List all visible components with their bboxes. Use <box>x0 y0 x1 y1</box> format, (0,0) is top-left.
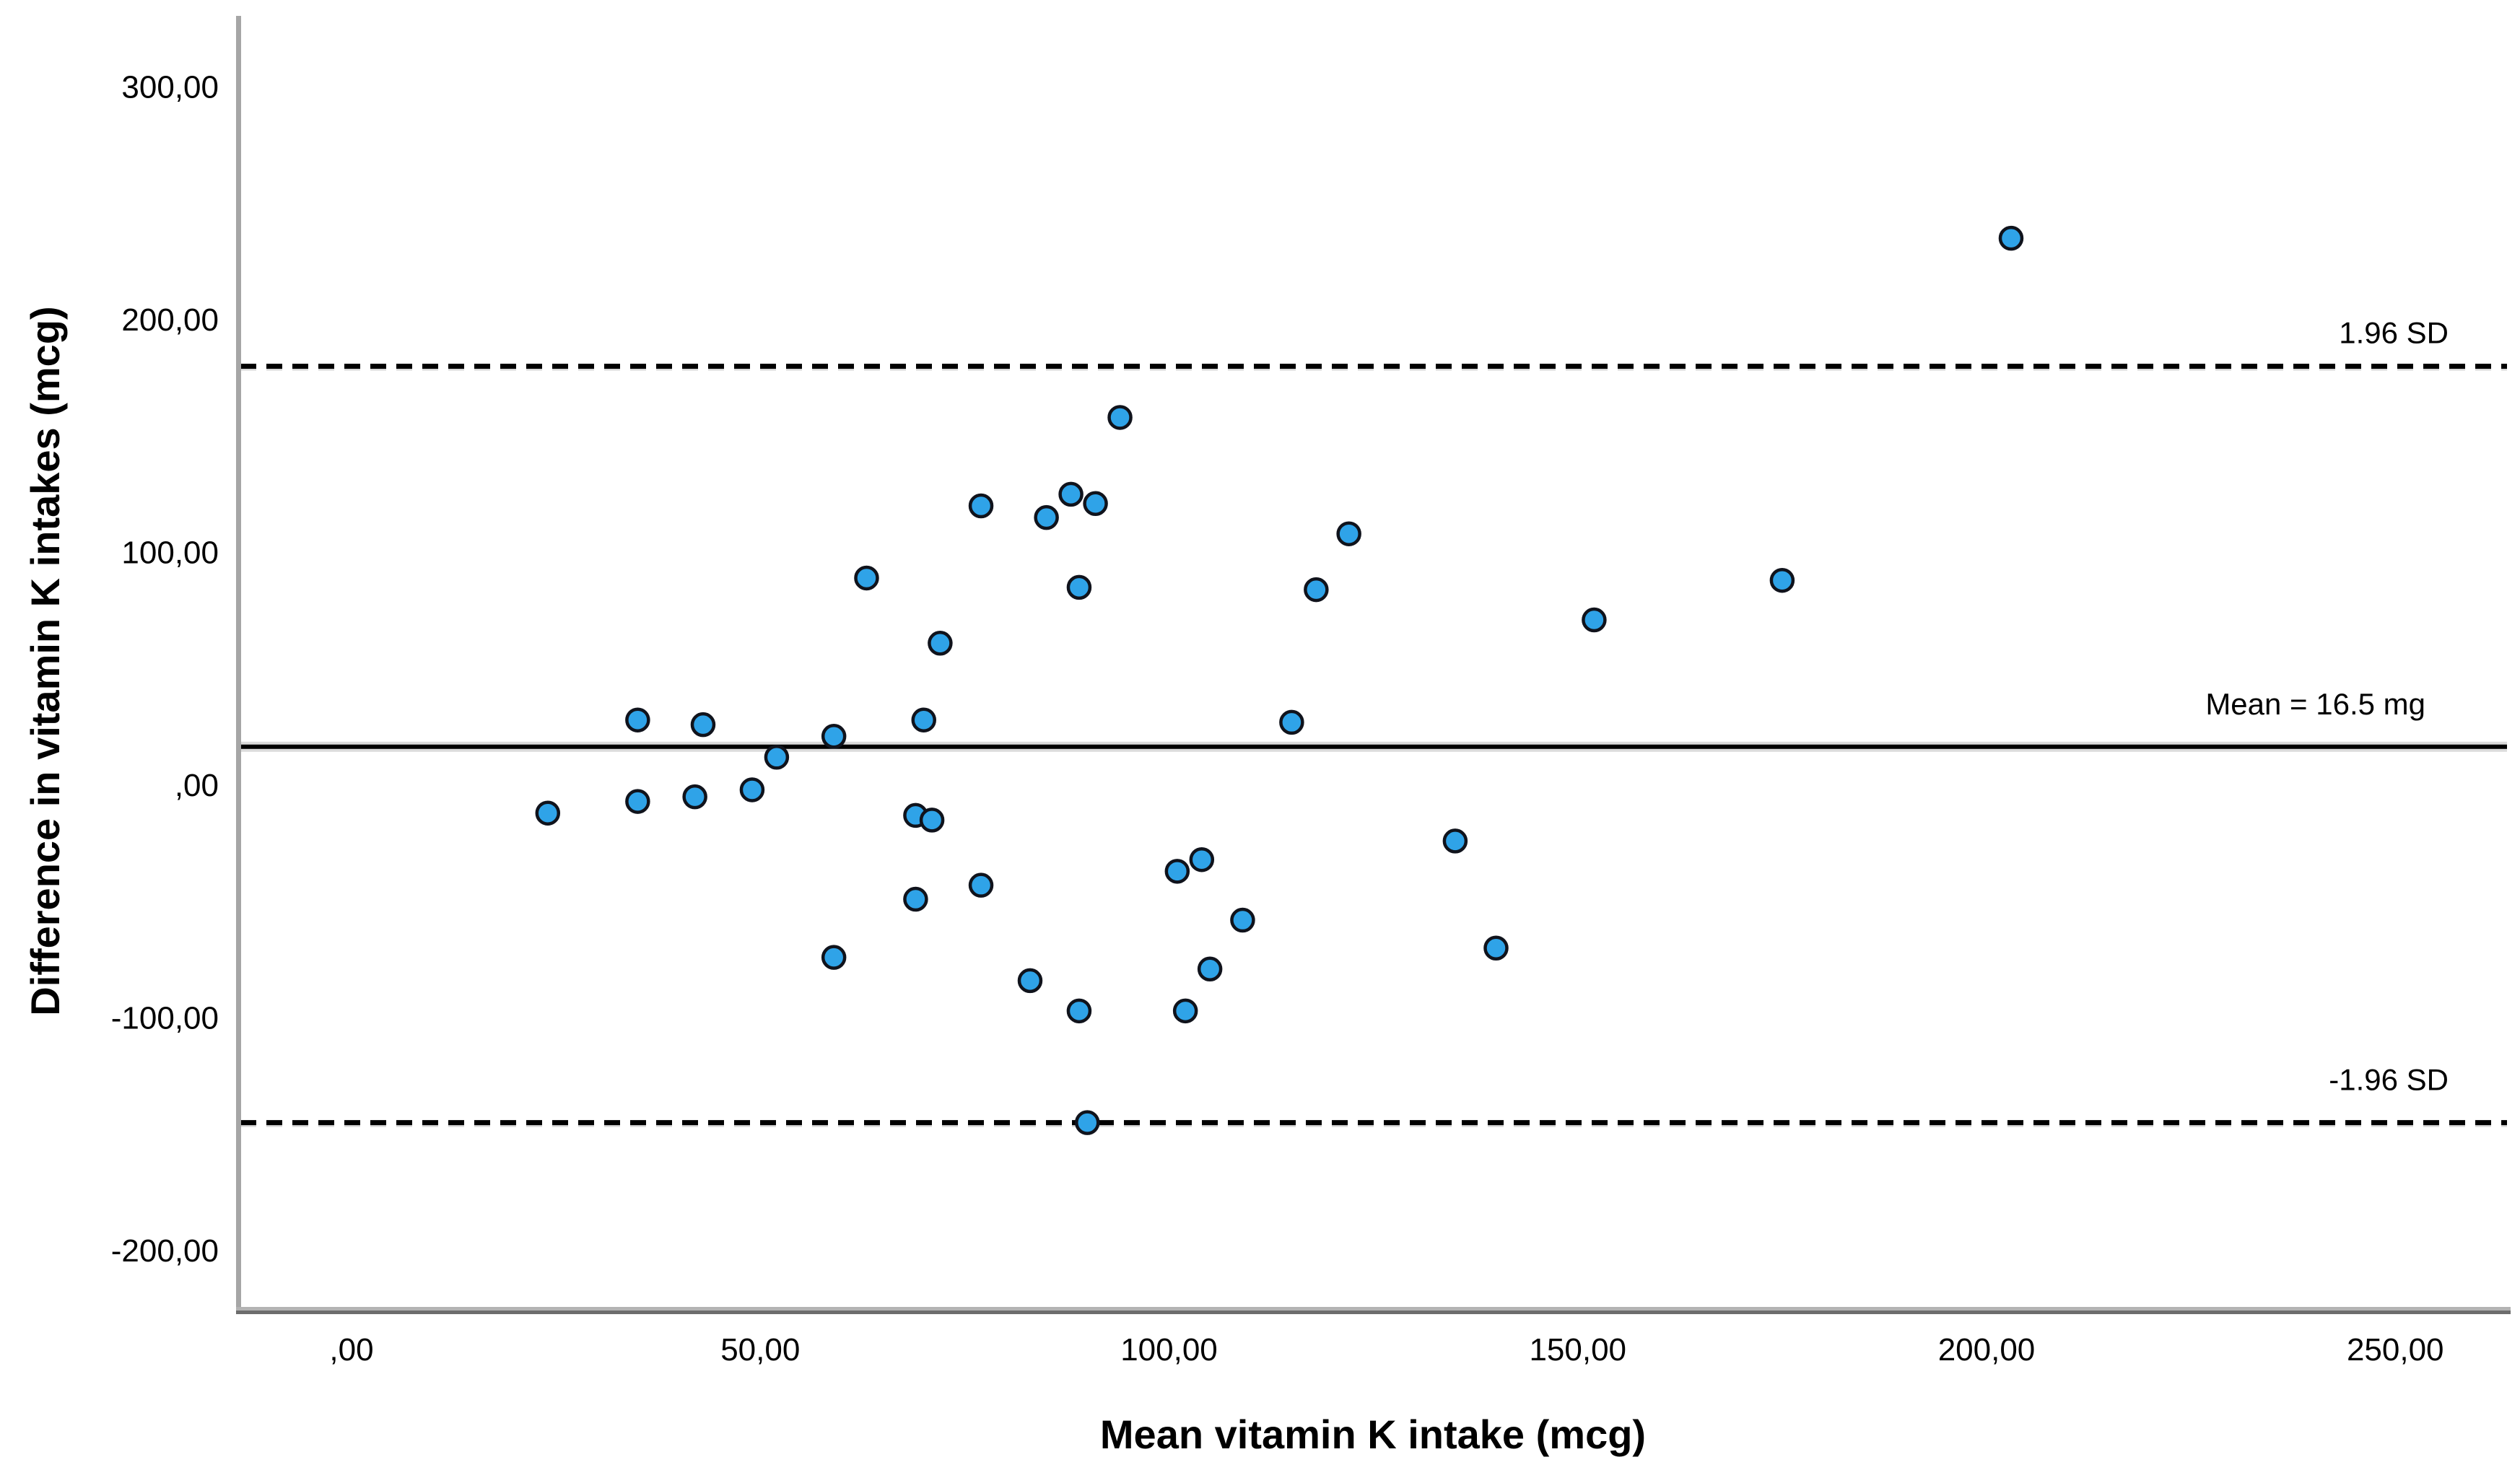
data-point <box>821 945 847 970</box>
data-point <box>1058 481 1084 507</box>
y-axis-line <box>236 16 241 1311</box>
data-point <box>1336 521 1361 546</box>
data-point <box>739 777 765 802</box>
data-point <box>764 745 790 770</box>
x-tick-label: 100,00 <box>1120 1332 1218 1368</box>
data-point <box>1107 405 1133 430</box>
reference-line-labels: 1.96 SD Mean = 16.5 mg -1.96 SD <box>2205 316 2449 1097</box>
x-tick-label: 50,00 <box>720 1332 800 1368</box>
data-point <box>1075 1110 1100 1135</box>
mean-label: Mean = 16.5 mg <box>2205 687 2425 721</box>
data-point <box>1998 225 2024 251</box>
y-tick-label: 300,00 <box>121 70 219 105</box>
data-point <box>1442 828 1468 854</box>
reference-lines <box>240 364 2507 1127</box>
y-tick-label: -200,00 <box>111 1233 219 1269</box>
data-points <box>535 225 2024 1135</box>
y-tick-label: ,00 <box>175 768 219 803</box>
data-point <box>1066 574 1092 600</box>
y-tick-labels: 300,00 200,00 100,00 ,00 -100,00 -200,00 <box>111 70 219 1269</box>
data-point <box>1017 968 1043 994</box>
x-axis-title: Mean vitamin K intake (mcg) <box>1100 1412 1646 1457</box>
data-point <box>1034 504 1059 530</box>
data-point <box>1483 935 1509 961</box>
data-point <box>821 724 847 749</box>
x-tick-label: 250,00 <box>2347 1332 2444 1368</box>
data-point <box>928 631 953 656</box>
x-tick-label: 150,00 <box>1529 1332 1626 1368</box>
data-point <box>968 493 994 519</box>
data-point <box>911 707 936 732</box>
x-tick-label: 200,00 <box>1938 1332 2036 1368</box>
data-point <box>968 872 994 898</box>
upper-loa-label: 1.96 SD <box>2339 316 2449 350</box>
data-point <box>690 712 716 738</box>
x-axis-line-shadow <box>236 1311 2511 1314</box>
data-point <box>1230 907 1255 933</box>
y-tick-label: 200,00 <box>121 302 219 338</box>
data-point <box>1189 847 1215 872</box>
data-point <box>535 800 561 826</box>
data-point <box>682 784 707 810</box>
data-point <box>1582 607 1607 633</box>
x-tick-labels: ,00 50,00 100,00 150,00 200,00 250,00 <box>329 1332 2443 1368</box>
data-point <box>625 707 650 732</box>
data-point <box>903 886 928 912</box>
y-tick-label: 100,00 <box>121 535 219 571</box>
x-tick-label: ,00 <box>329 1332 373 1368</box>
data-point <box>625 789 650 814</box>
data-point <box>1279 709 1304 735</box>
y-tick-label: -100,00 <box>111 1001 219 1036</box>
data-point <box>1066 998 1092 1024</box>
data-point <box>1164 859 1190 884</box>
data-point <box>1304 577 1329 603</box>
lower-loa-label: -1.96 SD <box>2329 1063 2449 1097</box>
y-axis-title: Difference in vitamin K intakes (mcg) <box>22 306 68 1015</box>
data-point <box>1769 567 1795 593</box>
data-point <box>1172 998 1198 1024</box>
x-axis-line <box>236 1307 2511 1311</box>
data-point <box>1083 491 1108 517</box>
data-point <box>919 808 945 833</box>
data-point <box>1197 956 1223 982</box>
data-point <box>854 565 879 591</box>
